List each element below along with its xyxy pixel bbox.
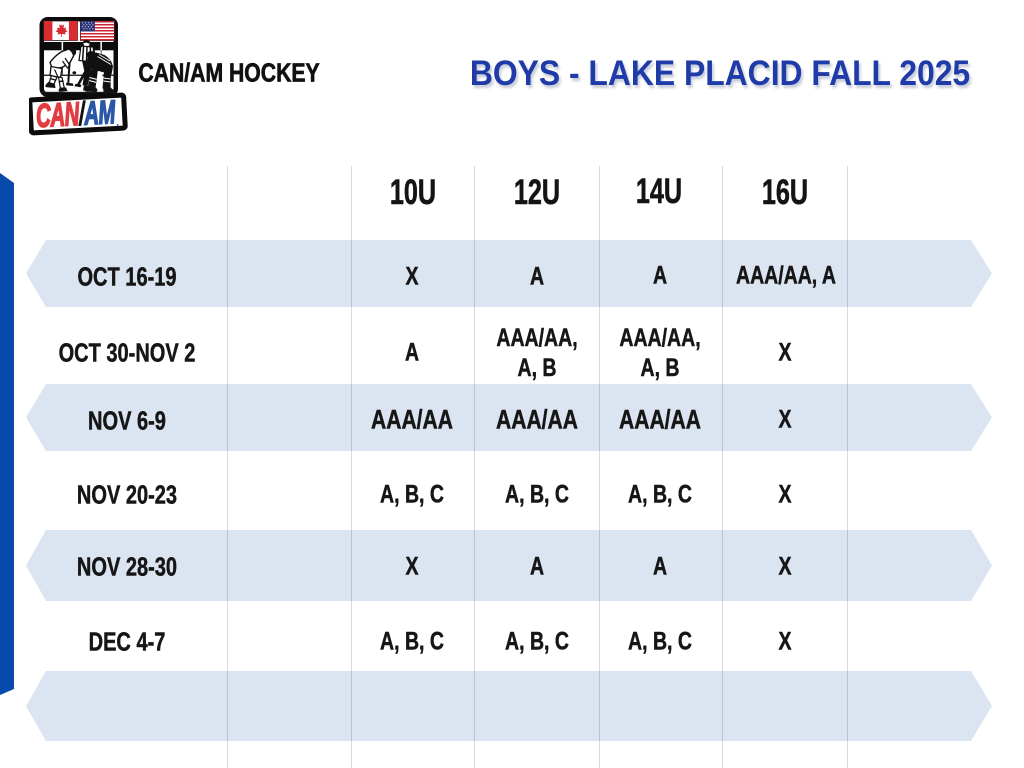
svg-text:CAN/AM: CAN/AM <box>35 93 117 135</box>
